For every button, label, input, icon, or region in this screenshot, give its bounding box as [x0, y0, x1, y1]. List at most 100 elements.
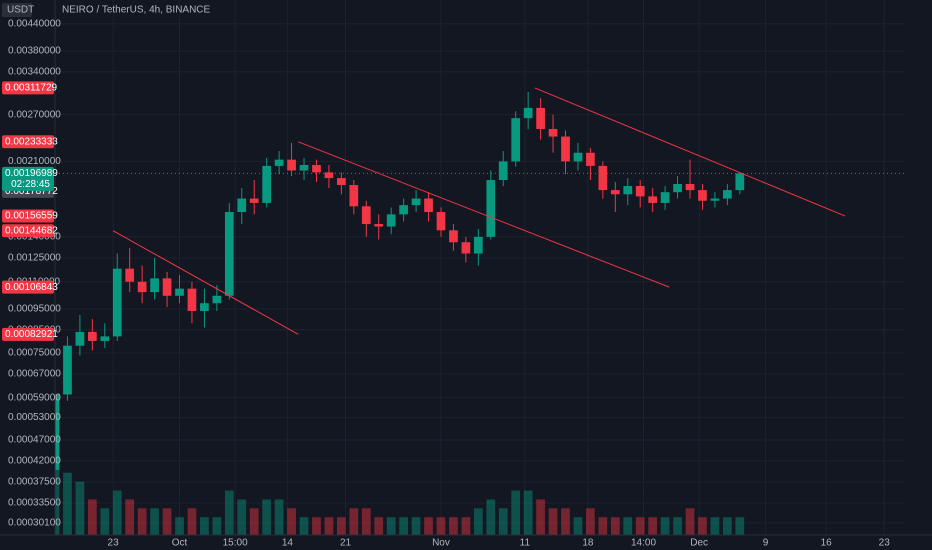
- volume-bar: [536, 499, 545, 535]
- volume-bar: [87, 499, 97, 535]
- candle-body: [698, 190, 707, 201]
- x-tick-label: 11: [520, 538, 531, 549]
- x-tick-label: 15:00: [223, 538, 248, 549]
- volume-bar: [361, 508, 371, 535]
- volume-bar: [63, 472, 72, 535]
- volume-bar: [187, 508, 197, 535]
- candle-body: [735, 173, 745, 191]
- volume-bar: [386, 517, 396, 535]
- volume-bar: [162, 508, 172, 535]
- volume-bar: [473, 508, 483, 535]
- x-tick-label: 16: [821, 538, 833, 549]
- x-tick-label: 21: [340, 538, 352, 549]
- volume-bar: [573, 517, 583, 535]
- price-tag: [2, 280, 54, 294]
- candle-body: [63, 345, 72, 395]
- candle-body: [461, 242, 471, 254]
- price-tag-label: 0.00082921: [5, 329, 58, 340]
- y-tick-label: 0.00037500: [8, 477, 61, 488]
- candle-body: [424, 198, 433, 213]
- candle-body: [162, 278, 172, 296]
- y-tick-label: 0.00125000: [8, 253, 61, 264]
- volume-bar: [299, 517, 309, 535]
- price-tag-label: 0.00106843: [5, 282, 58, 293]
- candle-body: [125, 268, 135, 282]
- price-tag: [2, 209, 54, 223]
- trendline: [112, 230, 299, 335]
- volume-bar: [312, 517, 321, 535]
- volume-bar: [100, 508, 110, 535]
- volume-bar: [685, 508, 695, 535]
- volume-bar: [698, 517, 707, 535]
- candle-body: [399, 205, 408, 215]
- volume-bar: [648, 517, 658, 535]
- candle-body: [100, 336, 110, 341]
- x-tick-label: Nov: [432, 538, 450, 549]
- candle-body: [586, 152, 595, 166]
- candle-body: [635, 186, 645, 197]
- chart-title: NEIRO / TetherUS, 4h, BINANCE: [62, 5, 211, 16]
- y-tick-label: 0.00210000: [8, 156, 61, 167]
- y-tick-label: 0.00380000: [8, 46, 61, 57]
- x-tick-label: 23: [879, 538, 891, 549]
- y-tick-label: 0.00440000: [8, 18, 61, 29]
- y-tick-label: 0.00047000: [8, 435, 61, 446]
- volume-bar: [710, 517, 720, 535]
- candle-body: [361, 206, 371, 225]
- candle-body: [511, 118, 521, 162]
- candle-body: [411, 198, 421, 206]
- y-tick-label: 0.00095000: [8, 304, 61, 315]
- x-tick-label: 14: [282, 538, 294, 549]
- volume-bar: [461, 517, 471, 535]
- y-tick-label: 0.00067000: [8, 369, 61, 380]
- price-tag-label: 0.00178772: [5, 186, 58, 197]
- candle-body: [212, 295, 222, 304]
- candle-body: [324, 172, 334, 179]
- volume-bar: [125, 499, 135, 535]
- volume-bar: [274, 499, 284, 535]
- candle-body: [87, 331, 97, 341]
- price-tag: [2, 166, 54, 191]
- trendline: [298, 141, 670, 288]
- candle-body: [498, 161, 508, 181]
- candle-body: [312, 164, 321, 173]
- y-tick-label: 0.00053000: [8, 412, 61, 423]
- candle-body: [436, 212, 446, 231]
- candle-body: [523, 107, 533, 119]
- candle-body: [723, 190, 732, 199]
- price-tag: [2, 81, 54, 95]
- y-tick-label: 0.00075000: [8, 348, 61, 359]
- volume-bar: [623, 517, 633, 535]
- price-tag: [2, 327, 54, 341]
- x-tick-label: Dec: [690, 538, 708, 549]
- currency-box: [2, 3, 32, 17]
- volume-bar: [449, 517, 458, 535]
- y-tick-label: 0.00042000: [8, 456, 61, 467]
- volume-bar: [324, 517, 334, 535]
- volume-bar: [337, 517, 346, 535]
- y-tick-label: 0.00033500: [8, 498, 61, 509]
- candle-body: [548, 128, 558, 137]
- candle-body: [660, 192, 670, 203]
- volume-bar: [561, 508, 570, 535]
- candle-body: [249, 198, 259, 203]
- candle-body: [685, 183, 695, 191]
- volume-bar: [349, 508, 359, 535]
- volume-bar: [150, 508, 159, 535]
- candle-body: [561, 136, 570, 162]
- volume-bar: [673, 517, 682, 535]
- price-tag: [2, 135, 54, 149]
- currency: USDT: [7, 5, 34, 16]
- volume-bar: [498, 508, 508, 535]
- y-tick-label: 0.00270000: [8, 109, 61, 120]
- candle-body: [112, 268, 122, 337]
- price-tag: [2, 224, 54, 238]
- countdown: 02:28:45: [11, 179, 50, 190]
- volume-bar: [237, 499, 247, 535]
- candle-body: [473, 236, 483, 254]
- volume-bar: [374, 517, 384, 535]
- candle-body: [237, 198, 247, 213]
- candle-body: [75, 331, 85, 346]
- volume-bar: [249, 508, 259, 535]
